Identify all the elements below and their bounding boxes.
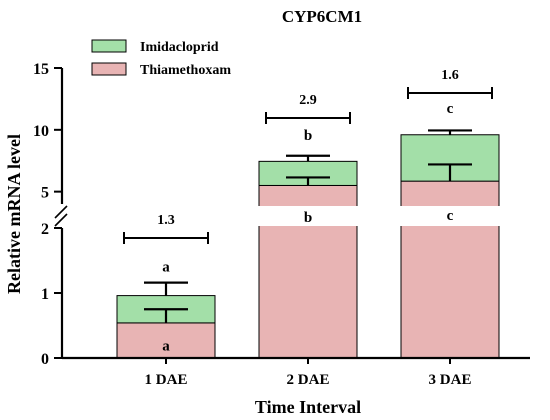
axes: 1 DAE 2 DAE 3 DAE 0 1 2 5 10 15: [33, 61, 530, 388]
x-axis-label: Time Interval: [255, 397, 361, 417]
fold-change-label: 1.3: [157, 213, 175, 228]
significance-letter-imidacloprid: c: [447, 101, 454, 117]
fold-change-label: 1.6: [441, 68, 459, 83]
significance-letter-imidacloprid: a: [162, 260, 170, 276]
axis-break-mark: [54, 205, 68, 219]
legend-label-thiamethoxam: Thiamethoxam: [140, 63, 231, 78]
x-tick-label: 3 DAE: [429, 372, 472, 388]
legend-swatch-thiamethoxam: [91, 62, 127, 76]
y-axis-label: Relative mRNA level: [4, 134, 24, 294]
significance-letter-thiamethoxam: b: [304, 210, 312, 226]
y-upper-tick-label: 5: [41, 185, 49, 202]
y-upper-tick-label: 15: [33, 61, 49, 78]
y-lower-tick-label: 2: [41, 221, 49, 238]
legend: Imidacloprid Thiamethoxam: [91, 39, 231, 78]
significance-letter-imidacloprid: b: [304, 128, 312, 144]
fold-change-label: 2.9: [299, 93, 317, 108]
y-lower-tick-label: 0: [41, 351, 49, 368]
significance-letter-thiamethoxam: c: [447, 208, 454, 224]
legend-swatch-imidacloprid: [91, 39, 127, 53]
x-tick-label: 2 DAE: [287, 372, 330, 388]
legend-label-imidacloprid: Imidacloprid: [140, 40, 219, 55]
y-upper-tick-label: 10: [33, 123, 49, 140]
y-lower-tick-label: 1: [41, 286, 49, 303]
bars: [56, 129, 546, 359]
annotations: a a 1.3 b b 2.9 c c 1.6: [123, 68, 493, 354]
chart-title: CYP6CM1: [282, 7, 362, 26]
axis-break-gap: [56, 206, 546, 226]
significance-letter-thiamethoxam: a: [162, 338, 170, 354]
bar-thiamethoxam: [116, 322, 216, 359]
axis-break-mark: [54, 213, 68, 227]
x-tick-label: 1 DAE: [145, 372, 188, 388]
